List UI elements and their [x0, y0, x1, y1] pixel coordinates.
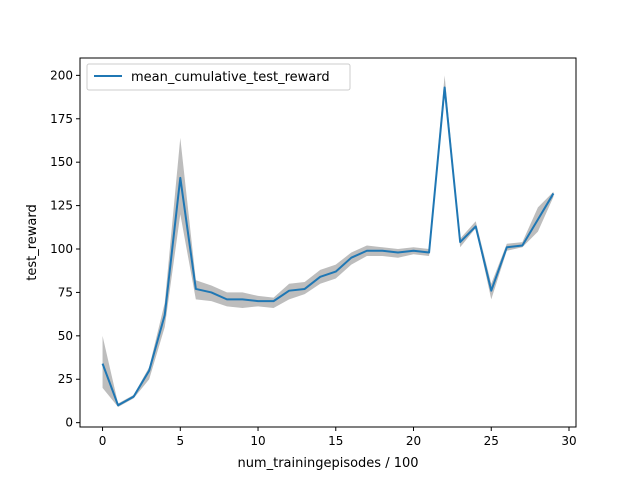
- y-tick-label: 175: [50, 112, 73, 126]
- x-tick-label: 0: [99, 434, 107, 448]
- y-axis-ticks: 0 25 50 75 100 125 150 175 200: [50, 68, 80, 430]
- y-axis-label: test_reward: [25, 204, 40, 281]
- legend-box: [86, 63, 351, 91]
- series-line-layer: [101, 86, 555, 407]
- y-tick-label: 100: [50, 242, 73, 256]
- x-axis-label: num_trainingepisodes / 100: [237, 456, 418, 471]
- x-tick-label: 10: [250, 434, 265, 448]
- y-tick-label: 0: [65, 416, 73, 430]
- y-tick-label: 150: [50, 155, 73, 169]
- x-tick-label: 30: [561, 434, 576, 448]
- y-tick-label: 125: [50, 199, 73, 213]
- x-tick-label: 25: [484, 434, 499, 448]
- series-line: [101, 86, 555, 407]
- legend-label: mean_cumulative_test_reward: [131, 70, 330, 85]
- plot-area: [101, 75, 555, 408]
- y-tick-label: 75: [58, 285, 73, 299]
- x-tick-label: 15: [328, 434, 343, 448]
- axes-frame: [79, 57, 577, 428]
- y-tick-label: 200: [50, 68, 73, 82]
- x-tick-label: 20: [406, 434, 421, 448]
- x-tick-label: 5: [176, 434, 184, 448]
- legend: mean_cumulative_test_reward: [86, 63, 351, 91]
- y-tick-label: 50: [58, 329, 73, 343]
- y-tick-label: 25: [58, 372, 73, 386]
- x-axis-ticks: 0 5 10 15 20 25 30: [99, 427, 577, 448]
